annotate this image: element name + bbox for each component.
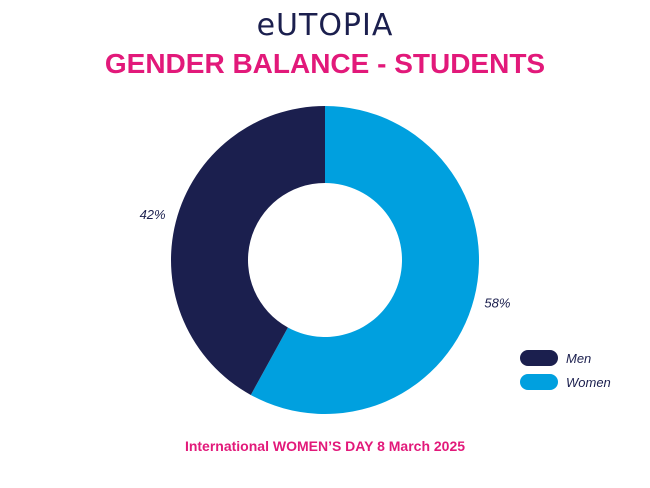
legend-item-women: Women: [520, 371, 611, 393]
footer-caption: International WOMEN’S DAY 8 March 2025: [184, 438, 466, 454]
data-label-men: 42%: [140, 207, 166, 222]
legend-label-women: Women: [566, 374, 611, 390]
eutopia-logo: eUTOPIA: [256, 8, 394, 43]
legend-label-men: Men: [566, 350, 592, 366]
legend-swatch-women: [520, 374, 558, 390]
legend-item-men: Men: [520, 347, 611, 369]
chart-legend: Men Women: [520, 347, 611, 395]
legend-swatch-men: [520, 350, 558, 366]
donut-slice-men: [171, 106, 325, 395]
data-label-women: 58%: [484, 296, 510, 311]
chart-title: GENDER BALANCE - STUDENTS: [104, 48, 546, 79]
donut-slice-women: [250, 106, 479, 414]
